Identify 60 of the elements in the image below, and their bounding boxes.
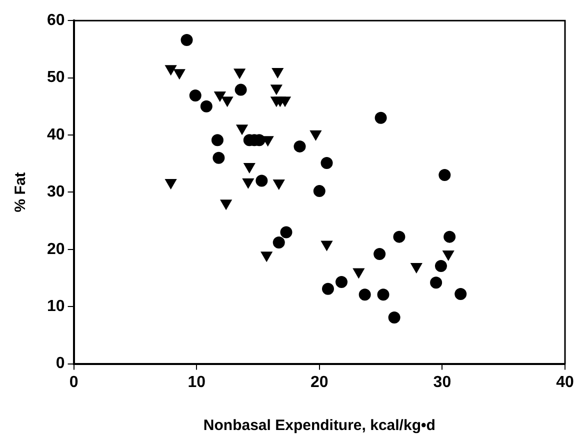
point bbox=[310, 130, 322, 140]
point bbox=[294, 140, 306, 152]
point bbox=[189, 90, 202, 102]
y-tick-label: 40 bbox=[47, 126, 65, 144]
point bbox=[320, 157, 333, 170]
point bbox=[165, 178, 177, 189]
point bbox=[272, 68, 284, 78]
x-tick-label: 20 bbox=[310, 374, 328, 391]
point bbox=[256, 174, 268, 187]
y-tick-label: 10 bbox=[47, 298, 65, 316]
point bbox=[442, 250, 454, 260]
point bbox=[434, 260, 447, 272]
x-tick-label: 40 bbox=[556, 374, 574, 391]
y-tick-label: 0 bbox=[56, 355, 65, 372]
point bbox=[377, 288, 390, 301]
point bbox=[234, 68, 246, 79]
point bbox=[322, 282, 334, 295]
point bbox=[374, 248, 386, 260]
point bbox=[321, 240, 332, 251]
point bbox=[260, 252, 272, 262]
point bbox=[242, 178, 254, 188]
y-tick-label: 60 bbox=[47, 12, 65, 30]
point bbox=[374, 112, 387, 124]
point bbox=[180, 34, 193, 46]
point bbox=[388, 311, 400, 324]
point bbox=[454, 288, 467, 300]
point bbox=[358, 288, 371, 301]
point bbox=[444, 230, 456, 243]
point bbox=[236, 124, 248, 135]
point bbox=[174, 69, 186, 80]
point bbox=[430, 276, 442, 289]
point bbox=[393, 230, 406, 243]
point bbox=[410, 263, 422, 274]
point bbox=[234, 84, 247, 96]
point bbox=[262, 136, 274, 146]
point bbox=[280, 226, 292, 238]
point bbox=[270, 84, 282, 95]
y-axis-title: % Fat bbox=[12, 172, 30, 212]
x-axis-title: Nonbasal Expenditure, kcal/kg•d bbox=[203, 417, 436, 434]
x-tick-label: 10 bbox=[188, 374, 206, 391]
x-tick-label: 0 bbox=[69, 374, 78, 391]
point bbox=[214, 91, 226, 102]
point bbox=[200, 100, 212, 112]
x-tick-label: 30 bbox=[433, 374, 452, 391]
point bbox=[438, 169, 451, 182]
point bbox=[222, 96, 233, 107]
point bbox=[220, 200, 232, 210]
y-tick-label: 50 bbox=[47, 69, 65, 86]
point bbox=[279, 96, 291, 107]
y-tick-label: 30 bbox=[47, 184, 65, 201]
point bbox=[212, 152, 225, 164]
point bbox=[336, 276, 348, 288]
y-tick-label: 20 bbox=[47, 240, 65, 258]
point bbox=[165, 65, 177, 76]
point bbox=[313, 185, 326, 198]
point bbox=[273, 180, 285, 190]
point bbox=[272, 236, 285, 249]
point bbox=[353, 268, 364, 278]
point bbox=[244, 162, 256, 173]
point bbox=[211, 134, 224, 146]
